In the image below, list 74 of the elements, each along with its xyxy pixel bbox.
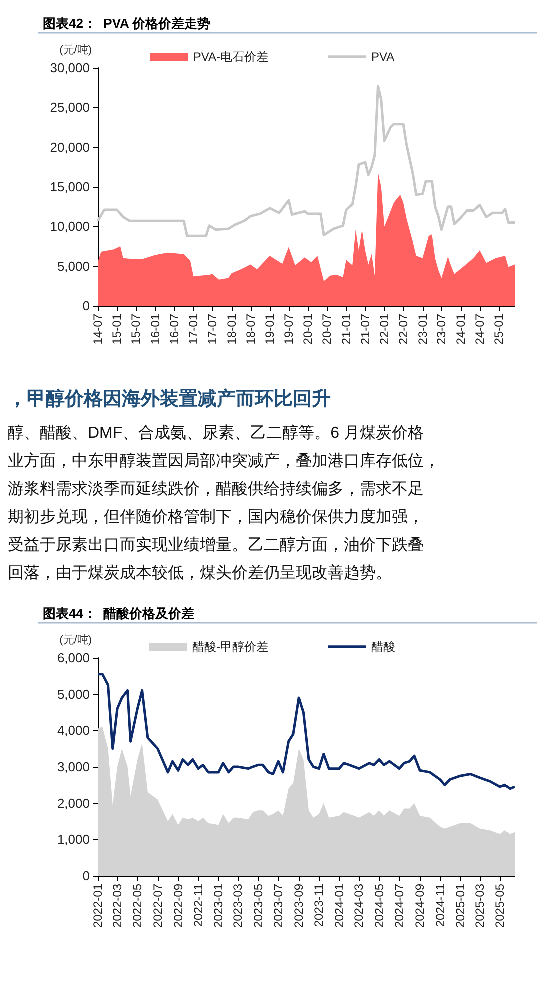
- x-tick-label: 22-01: [378, 314, 392, 345]
- text: 回落，由于煤炭成本较低，煤头价差仍呈现改善趋势。: [8, 563, 393, 584]
- x-tick-label: 24-07: [472, 314, 487, 345]
- text: ，甲醇价格因海外装置减产而环比回升: [8, 388, 332, 412]
- text: 业方面，中东甲醇装置因局部冲突减产，叠加港口库存低位，: [8, 452, 441, 472]
- x-tick-label: 21-07: [358, 314, 372, 345]
- x-tick-label: 2023-03: [231, 884, 246, 928]
- x-tick-label: 18-01: [224, 314, 239, 345]
- text: 期初步兑现，但伴随价格管制下，国内稳价保供力度加强，: [8, 508, 425, 528]
- x-tick-label: 25-01: [492, 314, 506, 345]
- line-series: [96, 84, 516, 238]
- x-tick-label: 2025-03: [472, 884, 487, 928]
- y-tick-label: 5,000: [57, 686, 90, 702]
- x-tick-label: 2025-01: [453, 884, 468, 928]
- x-tick-label: 2023-07: [272, 884, 286, 928]
- y-tick-label: 6,000: [57, 650, 90, 666]
- y-tick-label: 15,000: [50, 180, 90, 194]
- text: 游浆料需求淡季而延续跌价，醋酸供给持续偏多，需求不足: [8, 480, 425, 500]
- x-tick-label: 20-07: [320, 314, 334, 345]
- legend-label: 醋酸: [372, 640, 396, 654]
- x-tick-label: 2025-05: [493, 884, 508, 928]
- y-tick-label: 30,000: [50, 60, 90, 76]
- y-tick-label: 5,000: [57, 258, 90, 274]
- x-tick-label: 20-01: [301, 314, 316, 345]
- x-tick-label: 24-01: [454, 314, 468, 345]
- legend-label: PVA: [372, 50, 395, 64]
- x-tick-label: 2023-01: [212, 884, 226, 928]
- x-tick-label: 2023-09: [292, 884, 306, 928]
- y-axis-title: (元/吨): [60, 634, 92, 646]
- x-tick-label: 16-07: [167, 314, 182, 345]
- x-tick-label: 2022-01: [91, 884, 105, 928]
- x-tick-label: 2023-11: [312, 884, 326, 928]
- x-tick-label: 21-01: [339, 314, 354, 345]
- x-tick-label: 19-07: [282, 314, 296, 345]
- x-tick-label: 19-01: [263, 314, 278, 345]
- y-tick-label: 0: [82, 868, 90, 884]
- x-tick-label: 2024-01: [332, 884, 346, 928]
- x-tick-label: 17-01: [186, 314, 201, 345]
- x-tick-label: 15-07: [129, 314, 144, 345]
- x-tick-label: 2024-05: [372, 884, 386, 928]
- x-tick-label: 2022-03: [110, 884, 125, 928]
- x-tick-label: 2022-09: [171, 884, 186, 928]
- y-tick-label: 4,000: [57, 723, 90, 738]
- line-series: [96, 673, 516, 790]
- text: 醇、醋酸、DMF、合成氨、尿素、乙二醇等。6 月煤炭价格: [8, 424, 425, 444]
- x-tick-label: 16-01: [148, 314, 162, 345]
- y-tick-label: 2,000: [57, 796, 90, 811]
- legend-label: 醋酸-甲醇价差: [192, 640, 268, 654]
- y-tick-label: 3,000: [57, 760, 90, 774]
- x-tick-label: 23-01: [416, 314, 430, 345]
- y-tick-label: 1,000: [57, 832, 90, 848]
- y-axis-title: (元/吨): [60, 44, 92, 56]
- x-tick-label: 2024-11: [433, 884, 448, 928]
- x-tick-label: 2022-07: [150, 884, 165, 928]
- x-tick-label: 18-07: [244, 314, 258, 345]
- x-tick-label: 2024-07: [392, 884, 407, 928]
- x-tick-label: 2022-05: [130, 884, 145, 928]
- x-tick-label: 2022-11: [192, 884, 206, 928]
- x-tick-label: 22-07: [396, 314, 411, 345]
- x-tick-label: 17-07: [206, 314, 220, 345]
- y-tick-label: 25,000: [50, 100, 90, 116]
- x-tick-label: 2024-03: [352, 884, 366, 928]
- y-tick-label: 0: [82, 298, 90, 314]
- x-tick-label: 23-07: [434, 314, 449, 345]
- y-tick-label: 20,000: [50, 140, 90, 155]
- x-tick-label: 14-07: [91, 314, 105, 345]
- legend-label: PVA-电石价差: [193, 50, 269, 64]
- x-tick-label: 2023-05: [251, 884, 266, 928]
- x-tick-label: 15-01: [110, 314, 124, 345]
- chart-title: 图表42： PVA 价格价差走势: [43, 16, 211, 31]
- chart-title: 图表44： 醋酸价格及价差: [43, 606, 195, 621]
- text: 受益于尿素出口而实现业绩增量。乙二醇方面，油价下跌叠: [8, 536, 425, 556]
- x-tick-label: 2024-09: [413, 884, 428, 928]
- y-tick-label: 10,000: [50, 219, 90, 234]
